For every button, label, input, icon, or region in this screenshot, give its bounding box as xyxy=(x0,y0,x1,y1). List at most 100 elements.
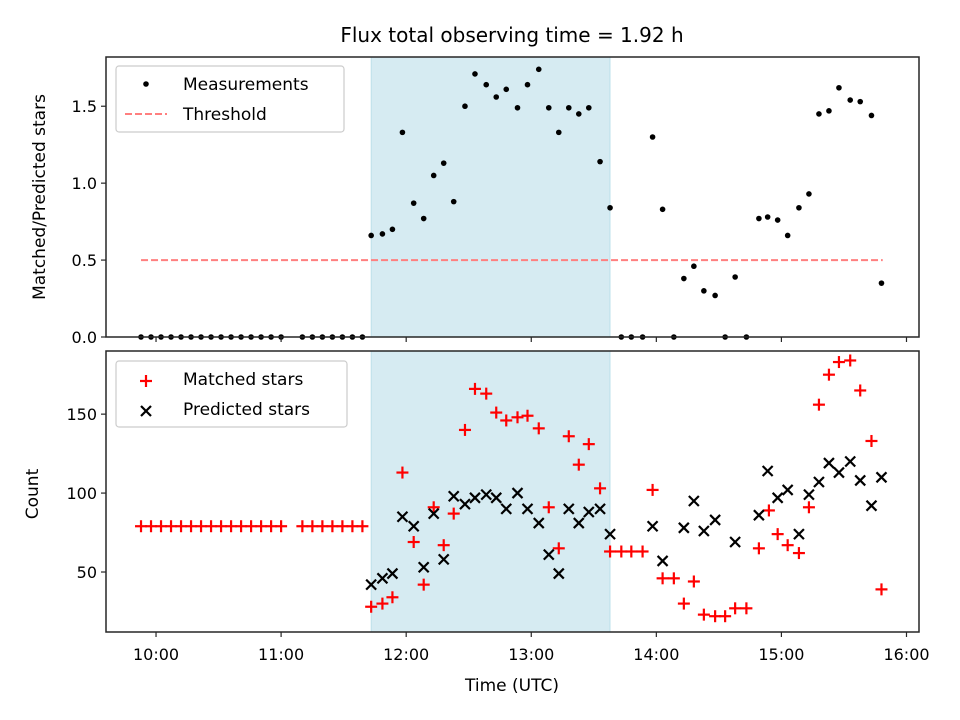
legend-label-measurements: Measurements xyxy=(183,75,309,95)
top-y-tick-label: 1.5 xyxy=(72,97,97,116)
data-point xyxy=(607,204,613,211)
data-point xyxy=(532,517,545,529)
data-point xyxy=(656,555,669,567)
x-stroke-2 xyxy=(844,455,856,468)
data-point xyxy=(656,572,669,585)
data-point xyxy=(336,520,349,533)
data-point xyxy=(681,275,687,282)
x-stroke-2 xyxy=(459,498,471,510)
data-point xyxy=(155,520,168,533)
data-point xyxy=(386,591,399,604)
x-stroke-2 xyxy=(771,492,784,504)
data-point xyxy=(771,528,784,541)
data-point xyxy=(636,545,649,558)
data-point xyxy=(582,438,595,451)
data-point xyxy=(511,487,524,499)
data-point xyxy=(854,474,866,487)
data-point xyxy=(195,520,208,533)
chart-title: Flux total observing time = 1.92 h xyxy=(340,23,683,47)
data-point xyxy=(833,466,845,479)
data-point xyxy=(296,520,309,533)
x-stroke-2 xyxy=(793,528,805,540)
data-point xyxy=(753,509,765,521)
x-tick-label: 14:00 xyxy=(633,645,679,664)
x-stroke-2 xyxy=(656,555,669,567)
legend-x-marker-icon xyxy=(140,405,152,417)
data-point xyxy=(555,129,562,136)
x-stroke-2 xyxy=(407,520,420,533)
data-point xyxy=(583,506,595,518)
data-point xyxy=(532,422,545,435)
legend-label-matched: Matched stars xyxy=(183,370,303,390)
data-point xyxy=(771,492,784,504)
data-point xyxy=(740,602,753,615)
data-point xyxy=(376,597,389,610)
bottom-y-axis-label: Count xyxy=(23,468,43,519)
data-point xyxy=(535,66,542,73)
data-point xyxy=(396,510,409,523)
data-point xyxy=(275,520,288,533)
bottom-legend: Matched stars Predicted stars xyxy=(115,360,348,428)
x-stroke-2 xyxy=(753,509,765,521)
data-point xyxy=(306,520,319,533)
x-stroke-2 xyxy=(417,561,430,574)
data-point xyxy=(667,572,680,585)
data-point xyxy=(437,539,450,552)
data-point xyxy=(521,409,534,422)
x-axis-label: Time (UTC) xyxy=(464,676,559,696)
data-point xyxy=(604,528,616,540)
x-stroke-2 xyxy=(583,506,595,518)
top-y-axis-label: Matched/Predicted stars xyxy=(30,94,50,300)
top-y-tick-label: 0.5 xyxy=(72,251,97,270)
data-point xyxy=(175,520,188,533)
data-point xyxy=(854,384,867,397)
data-point xyxy=(552,542,565,555)
x-stroke-2 xyxy=(386,567,399,580)
data-point xyxy=(447,507,460,520)
data-point xyxy=(417,578,430,591)
data-point xyxy=(135,520,148,533)
data-point xyxy=(365,578,377,591)
data-point xyxy=(503,86,510,93)
data-point xyxy=(678,522,690,534)
x-stroke-2 xyxy=(490,492,503,504)
data-point xyxy=(816,111,822,117)
data-point xyxy=(865,499,878,512)
x-tick-label: 16:00 xyxy=(883,645,929,664)
bottom-y-tick-label: 50 xyxy=(77,563,97,582)
data-point xyxy=(417,561,430,574)
data-point xyxy=(265,520,278,533)
x-stroke-2 xyxy=(833,466,845,479)
data-point xyxy=(701,288,707,294)
bottom-panel: 50 100 150 10:00 11:00 12:00 13:00 14:00 15:00 16… xyxy=(23,350,930,696)
data-point xyxy=(407,536,420,549)
x-stroke-2 xyxy=(396,510,409,523)
x-stroke-2 xyxy=(365,578,377,591)
data-point xyxy=(761,465,774,477)
data-point xyxy=(459,498,471,510)
data-point xyxy=(729,602,742,615)
data-point xyxy=(597,158,603,165)
data-point xyxy=(793,528,805,540)
data-point xyxy=(376,572,389,585)
data-point xyxy=(469,492,481,504)
data-point xyxy=(468,382,481,395)
data-point xyxy=(646,520,659,533)
x-tick-label: 12:00 xyxy=(383,645,429,664)
data-point xyxy=(542,548,555,561)
data-point xyxy=(430,172,437,179)
data-point xyxy=(844,354,857,367)
data-point xyxy=(625,545,638,558)
data-point xyxy=(521,503,534,515)
data-point xyxy=(796,204,802,211)
x-stroke-2 xyxy=(781,484,794,496)
data-point xyxy=(659,206,666,213)
data-point xyxy=(732,274,738,280)
data-point xyxy=(594,482,607,495)
x-stroke-2 xyxy=(563,503,575,515)
data-point xyxy=(847,97,854,103)
data-point xyxy=(447,490,460,503)
x-stroke-2 xyxy=(553,567,565,580)
data-point xyxy=(542,501,555,514)
legend-dot-marker-icon xyxy=(143,81,149,87)
